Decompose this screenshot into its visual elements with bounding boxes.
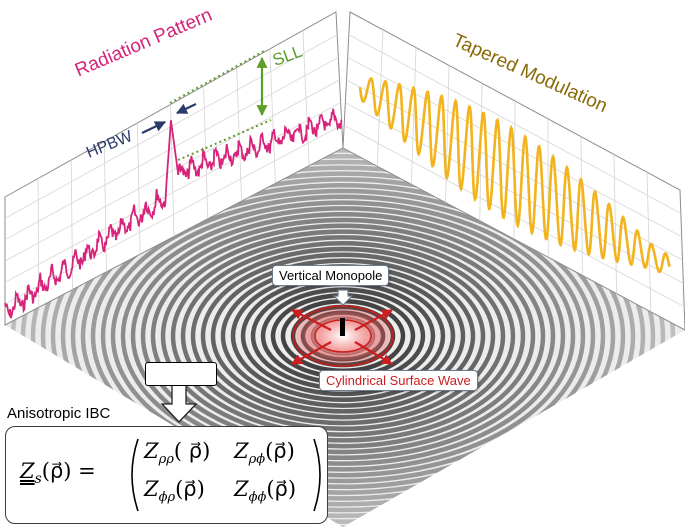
vertical-monopole-callout: Vertical Monopole: [272, 265, 390, 286]
matrix-r2c2: Zϕϕ(ρ⃗): [234, 477, 297, 506]
surface-wave-arrow-se: [354, 341, 393, 365]
lhs-symbol: Z: [20, 459, 35, 483]
left-grid-line-h: [4, 56, 339, 241]
monopole-callout-arrow: [332, 289, 354, 306]
anisotropic-ibc-label: Anisotropic IBC: [7, 405, 111, 422]
floor-ring: [70, 177, 616, 495]
tapered-modulation-curve: [358, 77, 671, 274]
sll-guide-bottom: [177, 119, 272, 161]
floor-ring: [80, 182, 606, 490]
floor-ring: [190, 246, 496, 426]
floor-ring: [50, 165, 636, 507]
ibc-callout-arrow: [160, 383, 198, 423]
monopole-icon: [340, 318, 345, 336]
floor-ring: [170, 235, 516, 437]
lhs-argument: (ρ⃗) =: [41, 459, 96, 483]
floor-ring: [210, 258, 476, 414]
matrix-r2c1: Zϕρ(ρ⃗): [144, 477, 205, 506]
matrix-r1c2: Zρϕ(ρ⃗): [234, 439, 295, 468]
cylindrical-surface-wave-callout: Cylindrical Surface Wave: [319, 370, 478, 391]
impedance-tensor-equation: Zs(ρ⃗) = Zρρ( ρ⃗) Zρϕ(ρ⃗) Zϕρ(ρ⃗) Zϕϕ(ρ⃗…: [5, 426, 328, 524]
ibc-source-box: [145, 362, 217, 386]
right-grid-line-h: [343, 124, 685, 308]
matrix-brackets: [131, 438, 321, 512]
surface-wave-arrow-sw: [291, 341, 332, 365]
floor-ring: [140, 217, 546, 455]
right-grid-line-h: [347, 56, 682, 238]
matrix-r1c1: Zρρ( ρ⃗): [144, 439, 211, 468]
equation-lhs: Zs(ρ⃗) =: [20, 459, 96, 487]
floor-ring: [60, 171, 626, 501]
hpbw-arrow-right: [176, 103, 197, 114]
floor-ring: [150, 223, 536, 449]
hpbw-arrow-left: [141, 121, 166, 134]
floor-ring: [100, 194, 586, 478]
floor-ring: [110, 200, 576, 472]
surface-wave-arrow-ne: [354, 309, 393, 331]
floor-ring: [40, 159, 646, 513]
sll-guide-top: [169, 49, 267, 104]
floor-ring: [160, 229, 526, 443]
floor-ring: [90, 188, 596, 484]
floor-ring: [180, 240, 506, 432]
floor-ring: [200, 252, 486, 420]
surface-wave-arrow-nw: [291, 309, 332, 331]
floor-ring: [130, 211, 556, 461]
floor-ring: [30, 153, 656, 519]
left-grid-line-h: [4, 79, 340, 262]
floor-ring: [120, 206, 566, 466]
radiation-pattern-curve: [4, 108, 343, 319]
lhs-subscript: s: [34, 471, 42, 488]
right-grid-line-h: [348, 34, 682, 214]
